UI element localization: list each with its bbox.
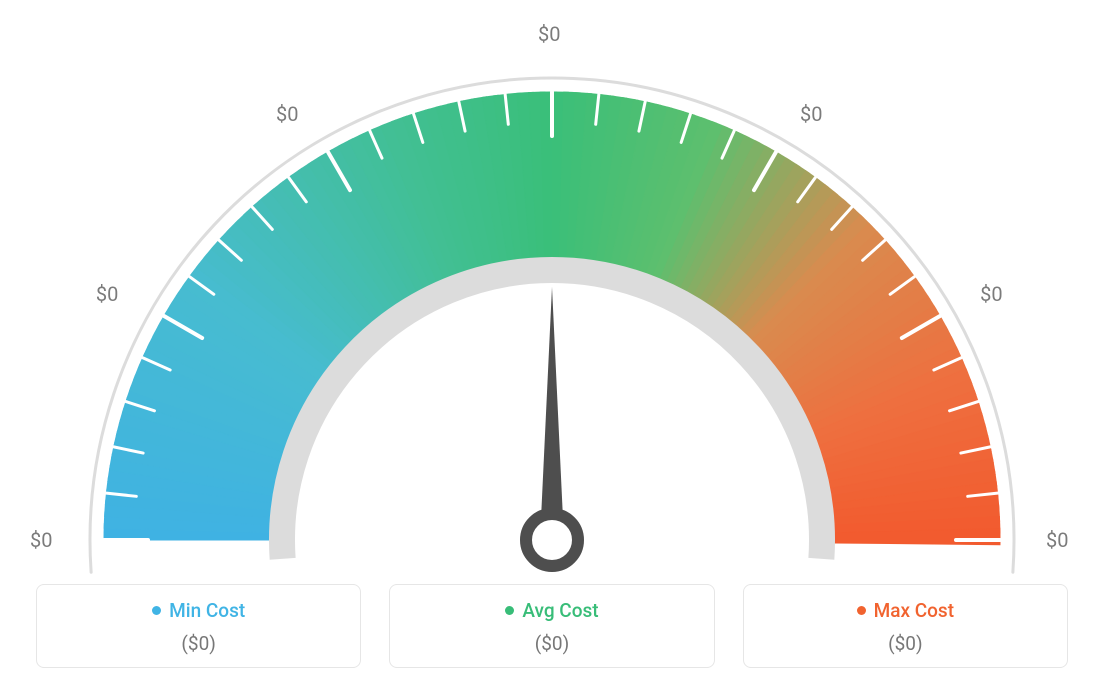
gauge-tick-label: $0 (1046, 528, 1068, 552)
gauge-svg (22, 20, 1082, 580)
legend-max-card: Max Cost ($0) (743, 584, 1068, 668)
gauge-tick-label: $0 (96, 282, 118, 306)
legend-min-value: ($0) (47, 632, 350, 655)
legend-max-title: Max Cost (857, 599, 954, 622)
legend-avg-title: Avg Cost (505, 599, 598, 622)
cost-gauge-container: $0 $0 $0 $0 $0 $0 $0 Min Cost ($0) Avg Cost ($… (0, 0, 1104, 690)
gauge-tick-label: $0 (276, 102, 298, 126)
legend-row: Min Cost ($0) Avg Cost ($0) Max Cost ($0… (36, 584, 1068, 668)
gauge-chart: $0 $0 $0 $0 $0 $0 $0 (22, 20, 1082, 580)
legend-min-dot-icon (152, 606, 161, 615)
legend-avg-label: Avg Cost (522, 599, 598, 622)
legend-min-title: Min Cost (152, 599, 245, 622)
legend-min-card: Min Cost ($0) (36, 584, 361, 668)
gauge-tick-label: $0 (980, 282, 1002, 306)
legend-max-dot-icon (857, 606, 866, 615)
legend-min-label: Min Cost (169, 599, 245, 622)
gauge-tick-label: $0 (30, 528, 52, 552)
legend-avg-card: Avg Cost ($0) (389, 584, 714, 668)
legend-max-value: ($0) (754, 632, 1057, 655)
gauge-tick-label: $0 (800, 102, 822, 126)
gauge-tick-label: $0 (538, 22, 560, 46)
legend-avg-dot-icon (505, 606, 514, 615)
legend-avg-value: ($0) (400, 632, 703, 655)
legend-max-label: Max Cost (874, 599, 954, 622)
